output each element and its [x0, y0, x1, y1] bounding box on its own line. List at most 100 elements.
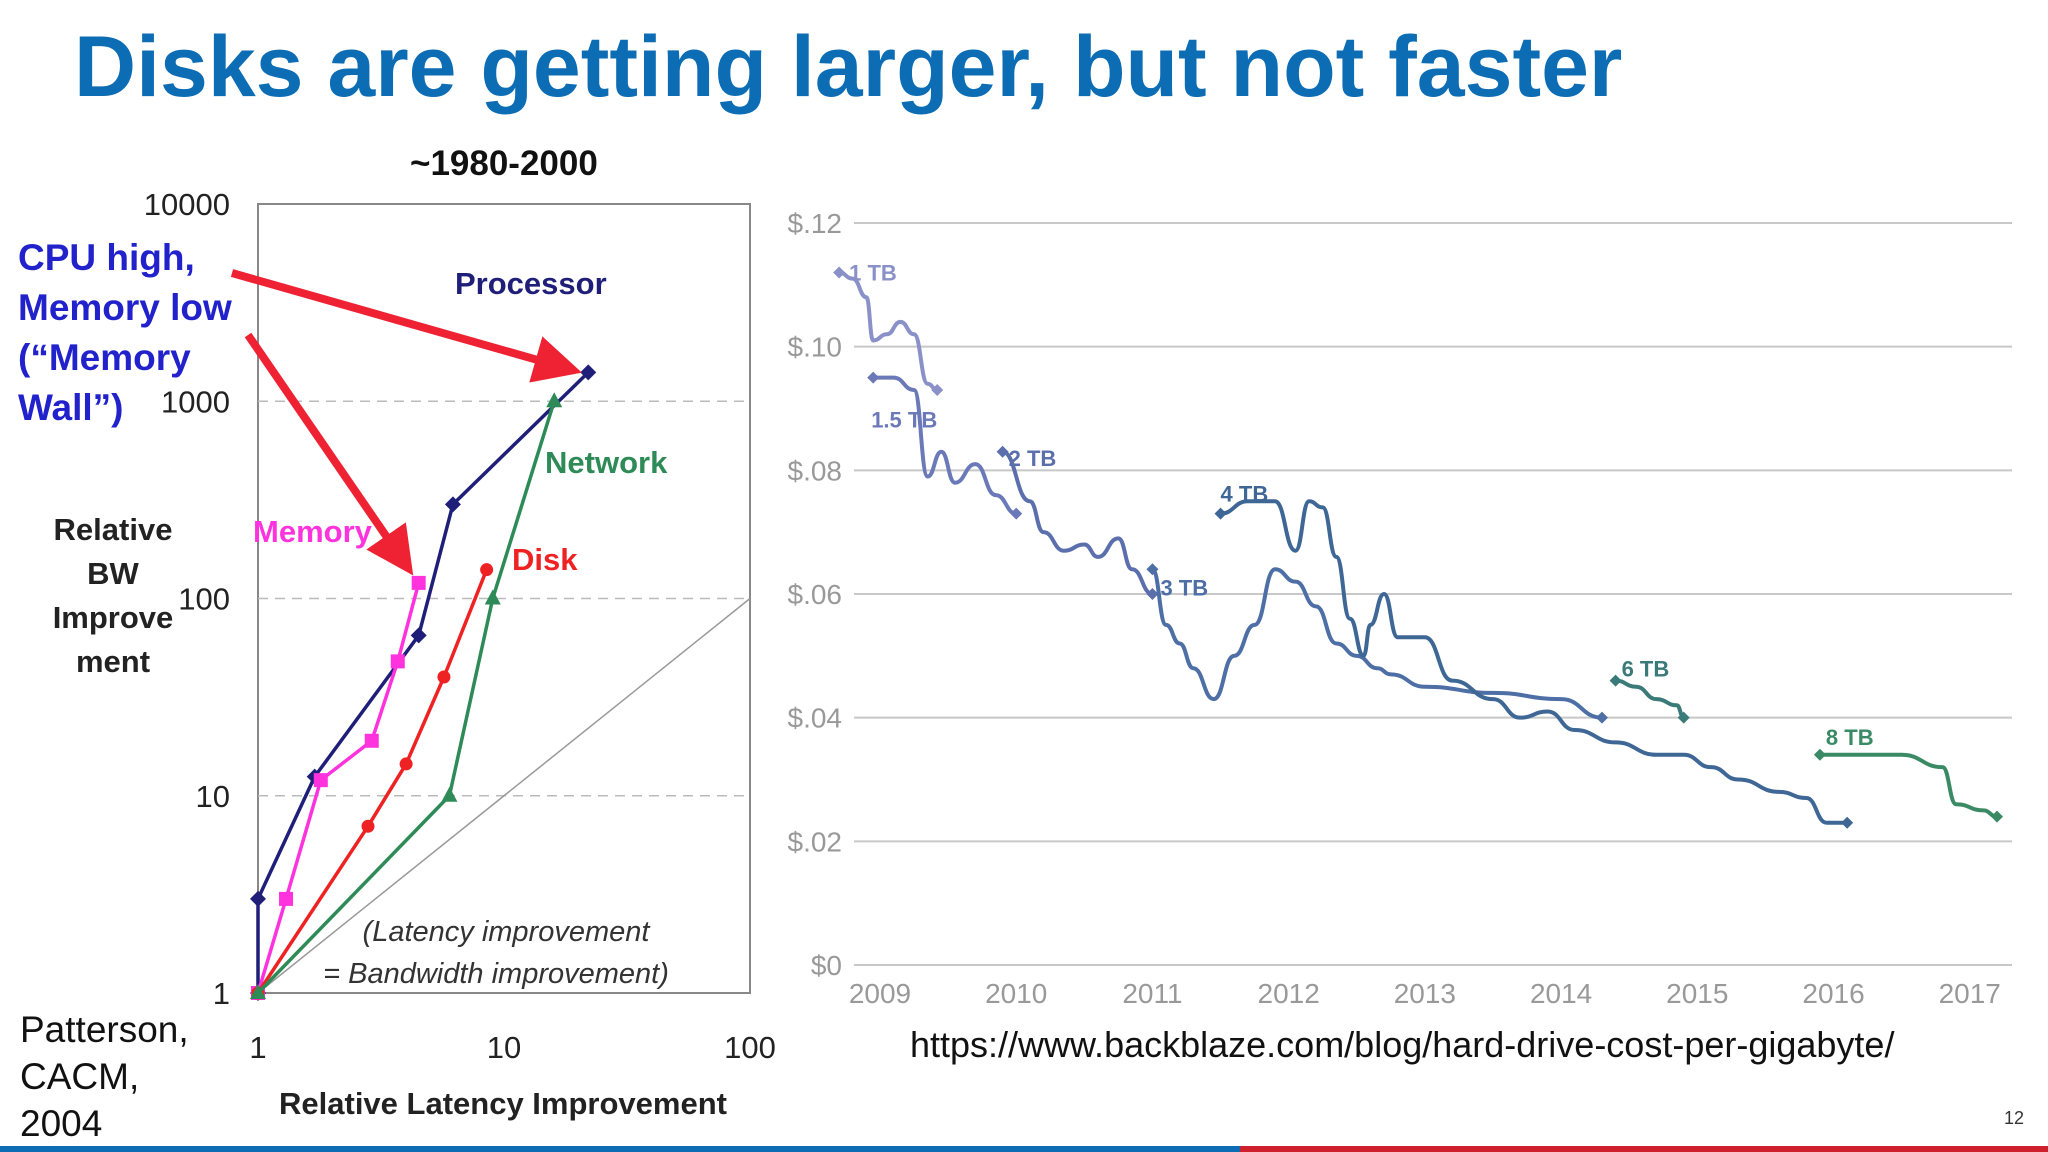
- y-tick-label: $.10: [788, 332, 843, 363]
- memory-series-line: [256, 582, 421, 994]
- bandwidth-latency-chart: 1 10 100 1000 10000 1 10 100 Relative Latency Im…: [18, 187, 776, 1121]
- 6-tb-endpoint: [1609, 674, 1622, 687]
- processor-point: [444, 496, 461, 513]
- 4-tb-endpoint: [1841, 816, 1854, 829]
- 4-tb-endpoint: [1214, 507, 1227, 520]
- memory-wall-annotation: CPU high,: [18, 237, 195, 278]
- 1-tb-drive-label: 1 TB: [849, 260, 897, 285]
- footer-bar-left: [0, 1146, 1240, 1152]
- 1-5-tb-drive-line: [873, 375, 1017, 516]
- network-point: [484, 589, 501, 605]
- 8-tb-endpoint: [1813, 748, 1826, 761]
- memory-wall-annotation: Memory low: [18, 287, 232, 328]
- annotation-arrow: [230, 269, 582, 383]
- y-axis-label: ment: [76, 644, 150, 679]
- processor-series-label: Processor: [455, 266, 607, 301]
- citation-line: CACM,: [20, 1056, 140, 1097]
- x-tick-label: 2017: [1939, 978, 2001, 1009]
- disk-point: [361, 819, 375, 833]
- y-tick-label: 100: [178, 582, 230, 617]
- y-tick-label: $0: [811, 950, 842, 981]
- slide-number: 12: [2004, 1108, 2025, 1128]
- network-series-label: Network: [545, 445, 668, 480]
- 1-tb-endpoint: [833, 266, 846, 279]
- citation: Patterson, CACM, 2004: [20, 1006, 189, 1147]
- y-tick-label: 1000: [161, 384, 230, 419]
- citation-line: 2004: [20, 1103, 103, 1144]
- memory-point: [279, 891, 294, 906]
- footer-bar-right: [1240, 1146, 2048, 1152]
- y-tick-label: 1: [213, 976, 230, 1011]
- 3-tb-endpoint: [1595, 711, 1608, 724]
- x-tick-label: 2013: [1394, 978, 1456, 1009]
- x-tick-label: 10: [487, 1030, 521, 1065]
- x-tick-label: 2016: [1802, 978, 1864, 1009]
- y-tick-label: 10000: [144, 187, 230, 222]
- y-axis-label: Relative: [54, 512, 173, 547]
- x-tick-label: 2012: [1258, 978, 1320, 1009]
- y-axis-label: BW: [87, 556, 139, 591]
- x-axis-label: Relative Latency Improvement: [279, 1086, 727, 1121]
- y-axis-label: Improve: [53, 600, 174, 635]
- 3-tb-endpoint: [1146, 563, 1159, 576]
- equality-reference-line: [257, 597, 751, 994]
- source-url[interactable]: https://www.backblaze.com/blog/hard-driv…: [910, 1024, 1895, 1065]
- 3-tb-drive-label: 3 TB: [1160, 575, 1208, 600]
- memory-point: [364, 733, 379, 748]
- 1-5-tb-endpoint: [867, 371, 880, 384]
- 6-tb-endpoint: [1677, 711, 1690, 724]
- processor-point: [250, 890, 266, 907]
- x-tick-label: 1: [249, 1030, 266, 1065]
- processor-series-line: [256, 371, 590, 993]
- disk-point: [480, 563, 494, 577]
- disk-point: [399, 757, 413, 771]
- memory-point: [390, 654, 405, 669]
- x-tick-label: 2011: [1122, 978, 1182, 1009]
- reference-line-label: = Bandwidth improvement): [323, 958, 669, 990]
- x-tick-label: 2009: [849, 978, 911, 1009]
- x-tick-label: 2015: [1666, 978, 1728, 1009]
- annotation-arrow: [244, 332, 414, 576]
- 3-tb-drive-line: [1150, 567, 1603, 720]
- y-tick-label: 10: [196, 779, 230, 814]
- disk-point: [437, 670, 451, 684]
- y-tick-label: $.12: [788, 208, 843, 239]
- 8-tb-drive-line: [1819, 752, 1998, 819]
- memory-point: [411, 575, 426, 590]
- y-tick-label: $.04: [788, 703, 843, 734]
- period-label: ~1980-2000: [410, 144, 598, 183]
- reference-line-label: (Latency improvement: [363, 916, 652, 948]
- memory-wall-annotation: (“Memory: [18, 337, 191, 378]
- slide-title: Disks are getting larger, but not faster: [74, 19, 1623, 115]
- y-tick-label: $.06: [788, 579, 843, 610]
- network-point: [441, 786, 458, 802]
- 1-tb-endpoint: [931, 383, 944, 396]
- x-tick-label: 2010: [985, 978, 1047, 1009]
- drive-cost-chart: $0 $.02 $.04 $.06 $.08 $.10 $.12 2009 2010 2011 20…: [788, 208, 2012, 1009]
- memory-wall-annotation: Wall”): [18, 387, 124, 428]
- 2-tb-endpoint: [1146, 588, 1159, 600]
- 1-tb-drive-line: [838, 270, 938, 392]
- disk-series-label: Disk: [512, 542, 578, 577]
- 2-tb-drive-line: [1001, 449, 1154, 596]
- 2-tb-drive-label: 2 TB: [1009, 446, 1057, 471]
- network-series-line: [256, 400, 556, 995]
- network-point: [250, 984, 266, 999]
- x-tick-label: 2014: [1530, 978, 1592, 1009]
- processor-point: [410, 627, 427, 644]
- 8-tb-drive-label: 8 TB: [1826, 725, 1874, 750]
- y-tick-label: $.08: [788, 455, 843, 486]
- 4-tb-drive-label: 4 TB: [1221, 482, 1269, 507]
- 6-tb-drive-label: 6 TB: [1622, 657, 1670, 682]
- memory-series-label: Memory: [253, 514, 373, 549]
- 8-tb-endpoint: [1991, 810, 2003, 823]
- y-tick-label: $.02: [788, 826, 843, 857]
- 6-tb-drive-line: [1615, 678, 1685, 720]
- 2-tb-endpoint: [996, 445, 1009, 458]
- 4-tb-drive-line: [1220, 499, 1848, 825]
- 1-5-tb-endpoint: [1010, 507, 1023, 520]
- network-point: [546, 392, 563, 408]
- citation-line: Patterson,: [20, 1009, 189, 1050]
- memory-point: [313, 773, 328, 788]
- x-tick-label: 100: [724, 1030, 776, 1065]
